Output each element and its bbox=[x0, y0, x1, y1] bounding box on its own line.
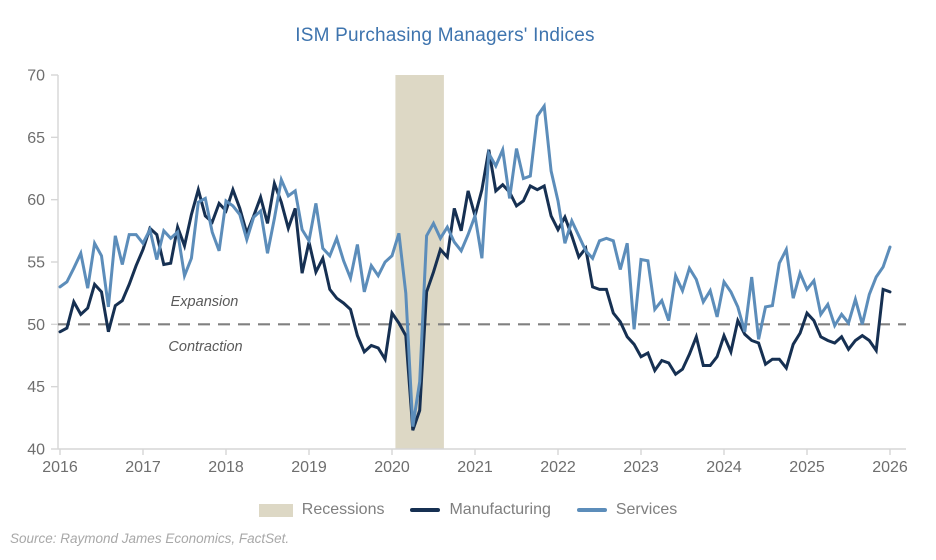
x-tick-label: 2026 bbox=[872, 459, 908, 476]
legend-label-recessions: Recessions bbox=[301, 501, 385, 518]
expansion-label: Expansion bbox=[170, 294, 239, 310]
y-tick-label: 50 bbox=[27, 317, 45, 334]
y-tick-label: 40 bbox=[27, 442, 45, 459]
services-line-swatch bbox=[576, 508, 607, 512]
x-tick-label: 2024 bbox=[706, 459, 742, 476]
x-tick-label: 2016 bbox=[42, 459, 78, 476]
legend-item-manufacturing: Manufacturing bbox=[410, 501, 551, 519]
y-tick-label: 45 bbox=[27, 379, 45, 396]
chart-title: ISM Purchasing Managers' Indices bbox=[295, 25, 595, 46]
x-tick-label: 2019 bbox=[291, 459, 327, 476]
y-tick-label: 55 bbox=[27, 255, 45, 272]
x-tick-label: 2020 bbox=[374, 459, 410, 476]
x-tick-label: 2022 bbox=[540, 459, 576, 476]
y-tick-label: 70 bbox=[27, 68, 45, 85]
legend: Recessions Manufacturing Services bbox=[0, 501, 936, 519]
source-note: Source: Raymond James Economics, FactSet… bbox=[10, 531, 290, 546]
x-tick-label: 2017 bbox=[125, 459, 161, 476]
plot-area: 40 45 50 55 60 65 70 2016 2017 2018 2019 2020 2021 20… bbox=[27, 68, 908, 477]
y-tick-label: 65 bbox=[27, 130, 45, 147]
x-tick-label: 2018 bbox=[208, 459, 244, 476]
recessions-swatch bbox=[258, 503, 293, 517]
services-line bbox=[58, 102, 892, 427]
contraction-label: Contraction bbox=[168, 339, 243, 355]
x-tick-label: 2021 bbox=[457, 459, 493, 476]
legend-item-services: Services bbox=[576, 501, 678, 519]
x-tick-label: 2023 bbox=[623, 459, 659, 476]
manufacturing-line-swatch bbox=[410, 508, 441, 512]
y-tick-label: 60 bbox=[27, 192, 45, 209]
x-tick-label: 2025 bbox=[789, 459, 825, 476]
legend-label-manufacturing: Manufacturing bbox=[449, 501, 551, 518]
legend-item-recessions: Recessions bbox=[258, 501, 385, 519]
manufacturing-line bbox=[58, 149, 892, 431]
legend-label-services: Services bbox=[615, 501, 678, 518]
